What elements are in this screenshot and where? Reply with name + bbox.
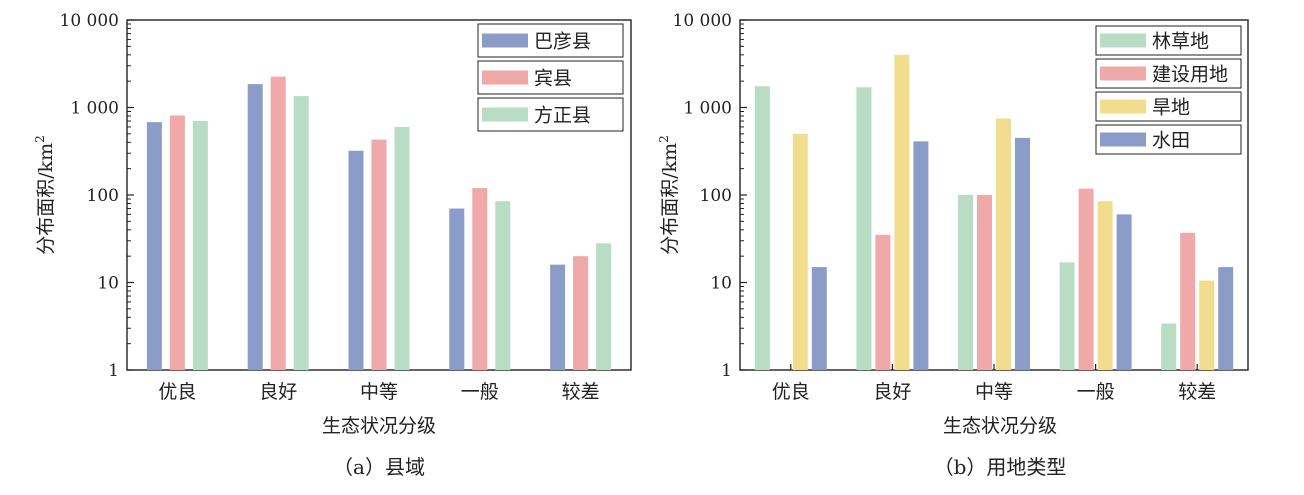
x-axis: 优良 良好 中等 一般 较差 bbox=[158, 364, 600, 403]
legend-box bbox=[477, 60, 624, 95]
bar bbox=[1097, 201, 1113, 370]
legend-swatch bbox=[482, 33, 528, 48]
bar bbox=[394, 126, 410, 370]
y-tick-label: 100 bbox=[87, 186, 119, 206]
y-tick-label: 1 000 bbox=[70, 99, 119, 119]
bar bbox=[792, 133, 808, 370]
bar bbox=[754, 86, 770, 371]
bar bbox=[371, 139, 387, 370]
x-tick-label: 优良 bbox=[158, 381, 196, 403]
legend-swatch bbox=[1100, 99, 1146, 114]
x-tick-label: 良好 bbox=[259, 381, 297, 403]
x-tick-label: 中等 bbox=[975, 381, 1013, 403]
y-axis: 1 10 100 1 000 10 000 bbox=[673, 11, 747, 381]
legend-box bbox=[477, 97, 624, 132]
bar bbox=[495, 201, 511, 370]
bar bbox=[192, 121, 208, 370]
bar bbox=[1161, 323, 1177, 370]
y-axis-label: 分布面积/km2 bbox=[657, 135, 681, 255]
y-tick-label: 10 000 bbox=[60, 11, 119, 31]
bar bbox=[1180, 232, 1196, 370]
panel-caption: （a）县域 bbox=[333, 455, 425, 479]
y-tick-label: 100 bbox=[700, 186, 732, 206]
bar bbox=[596, 243, 612, 370]
y-axis-label-superscript: 2 bbox=[657, 135, 671, 143]
y-axis-label-superscript: 2 bbox=[33, 135, 47, 143]
x-axis-label: 生态状况分级 bbox=[322, 415, 436, 437]
bar bbox=[1199, 280, 1215, 370]
legend-box bbox=[1095, 124, 1242, 155]
legend-swatch bbox=[1100, 33, 1146, 48]
legend-swatch bbox=[1100, 132, 1146, 147]
legend-box bbox=[477, 23, 624, 58]
bar bbox=[449, 208, 465, 370]
x-tick-label: 良好 bbox=[873, 381, 911, 403]
legend-label: 旱地 bbox=[1152, 97, 1190, 119]
y-axis-label-text: 分布面积/km bbox=[659, 143, 681, 255]
bar bbox=[247, 84, 263, 371]
bar bbox=[550, 264, 566, 370]
bar bbox=[894, 54, 910, 370]
y-tick-label: 1 bbox=[721, 361, 732, 381]
bar bbox=[1015, 137, 1030, 370]
bar bbox=[1078, 188, 1094, 370]
legend-box bbox=[1095, 58, 1242, 89]
legend-label: 方正县 bbox=[534, 105, 591, 127]
y-tick-label: 1 bbox=[108, 361, 119, 381]
bar bbox=[472, 188, 488, 370]
bar bbox=[913, 141, 929, 370]
bar bbox=[856, 87, 872, 370]
x-axis: 优良 良好 中等 一般 较差 bbox=[772, 364, 1216, 403]
bar bbox=[958, 195, 973, 370]
legend-swatch bbox=[482, 70, 528, 85]
legend-label: 巴彦县 bbox=[534, 31, 591, 53]
x-axis-label: 生态状况分级 bbox=[943, 415, 1057, 437]
bar bbox=[977, 195, 992, 370]
bar bbox=[875, 234, 891, 370]
bar bbox=[169, 115, 185, 370]
bar bbox=[293, 96, 309, 370]
y-axis-label: 分布面积/km2 bbox=[33, 135, 57, 255]
x-tick-label: 较差 bbox=[1178, 381, 1216, 403]
y-tick-label: 10 bbox=[97, 274, 119, 294]
legend-box bbox=[1095, 25, 1242, 56]
y-axis-label-text: 分布面积/km bbox=[35, 143, 57, 255]
legend-label: 建设用地 bbox=[1152, 64, 1228, 86]
bar bbox=[146, 122, 162, 370]
x-tick-label: 一般 bbox=[461, 381, 499, 403]
y-axis: 1 10 100 1 000 10 000 bbox=[60, 11, 134, 381]
chart-land-use: 1 10 100 1 000 10 000 优良 良好 中等 一般 较差 林草地建设用地旱地水田… bbox=[657, 11, 1249, 479]
x-tick-label: 优良 bbox=[772, 381, 810, 403]
bar bbox=[1116, 214, 1132, 370]
legend-label: 水田 bbox=[1152, 130, 1190, 152]
bar bbox=[811, 267, 827, 370]
bars bbox=[754, 54, 1234, 371]
y-tick-label: 1 000 bbox=[683, 99, 732, 119]
bar bbox=[348, 150, 364, 370]
panel-caption: （b）用地类型 bbox=[934, 455, 1067, 479]
y-tick-label: 10 000 bbox=[673, 11, 732, 31]
legend-swatch bbox=[482, 107, 528, 122]
bar bbox=[573, 256, 589, 370]
bar bbox=[270, 76, 286, 371]
bar bbox=[996, 118, 1011, 371]
legend-swatch bbox=[1100, 66, 1146, 81]
legend-box bbox=[1095, 91, 1242, 122]
bars bbox=[146, 76, 612, 371]
bar bbox=[1059, 262, 1075, 370]
legend-label: 林草地 bbox=[1152, 31, 1209, 53]
x-tick-label: 较差 bbox=[562, 381, 600, 403]
bar bbox=[1218, 267, 1234, 370]
legend-label: 宾县 bbox=[534, 68, 572, 90]
x-tick-label: 一般 bbox=[1077, 381, 1115, 403]
y-tick-label: 10 bbox=[710, 274, 732, 294]
x-tick-label: 中等 bbox=[360, 381, 398, 403]
